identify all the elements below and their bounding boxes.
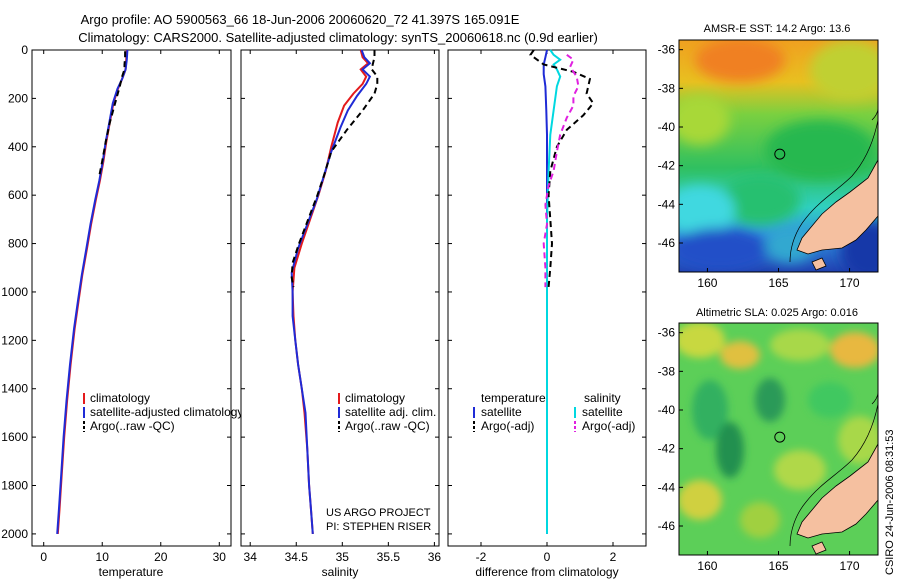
sst-map-panel: AMSR-E SST: 14.2 Argo: 13.6 160 165 170 -36…: [658, 23, 879, 290]
difference-legend-salinity-heading: salinity: [584, 391, 621, 405]
sst-land-south-island: [796, 159, 878, 255]
map-y-tick-label: -42: [658, 159, 676, 173]
map-x-tick-label: 160: [697, 559, 717, 573]
temperature-legend-satellite: satellite-adjusted climatology: [90, 405, 243, 419]
x-tick-label: 34.5: [285, 550, 309, 564]
map-x-tick-label: 165: [768, 276, 788, 290]
y-tick-label: 1800: [1, 479, 28, 493]
y-tick-label: 1400: [1, 382, 28, 396]
salinity-x-axis: 34 34.5 35 35.5 36: [241, 49, 442, 564]
map-y-tick-label: -40: [658, 403, 676, 417]
map-y-tick-label: -36: [658, 43, 676, 57]
map-y-tick-label: -38: [658, 364, 676, 378]
map-y-tick-label: -40: [658, 120, 676, 134]
temperature-x-axis: 0 10 20 30: [40, 50, 226, 564]
y-tick-label: 1000: [1, 285, 28, 299]
salinity-axes-frame: [240, 49, 440, 547]
x-tick-label: 20: [154, 550, 168, 564]
difference-legend-temp-satellite: satellite: [481, 405, 522, 419]
sla-land-south-island: [796, 443, 878, 539]
y-tick-label: 2000: [1, 527, 28, 541]
depth-y-axis: 0 200 400 600 800 1000 1200 1400 1600 1800 2000: [1, 43, 231, 541]
x-tick-label: 0: [40, 550, 47, 564]
temperature-series: [56, 49, 129, 534]
difference-legend-temperature-heading: temperature: [481, 391, 546, 405]
series-line-temperature-argo-adj-: [529, 49, 595, 288]
sla-field-texture: [679, 323, 878, 538]
sst-argo-location-marker: [774, 148, 786, 160]
temperature-profile-panel: 0 200 400 600 800 1000 1200 1400 1600 1800 2000 0 1…: [1, 43, 243, 579]
series-line-salinity-argo-adj-: [542, 53, 580, 288]
map-y-tick-label: -42: [658, 442, 676, 456]
sla-map-ticks: 160 165 170 -36 -38 -40 -42 -44 -46: [658, 326, 860, 573]
temperature-x-label: temperature: [99, 565, 164, 579]
x-tick-label: -2: [476, 550, 487, 564]
series-line-argo-raw-qc-: [290, 50, 379, 288]
difference-legend-sal-satellite: satellite: [582, 405, 623, 419]
map-x-tick-label: 160: [697, 276, 717, 290]
temperature-legend-climatology: climatology: [90, 391, 150, 405]
x-tick-label: 10: [96, 550, 110, 564]
sst-map-title: AMSR-E SST: 14.2 Argo: 13.6: [704, 23, 851, 35]
difference-legend: temperature salinity satellite Argo(-adj…: [473, 391, 635, 433]
figure-title-line1: Argo profile: AO 5900563_66 18-Jun-2006 …: [81, 12, 520, 27]
y-tick-label: 200: [8, 91, 28, 105]
salinity-legend-climatology: climatology: [345, 391, 405, 405]
salinity-legend: climatology satellite adj. clim. Argo(..…: [338, 391, 436, 433]
x-tick-label: 36: [428, 550, 442, 564]
salinity-series: [290, 49, 379, 534]
salinity-x-label: salinity: [322, 565, 359, 579]
sst-map-ticks: 160 165 170 -36 -38 -40 -42 -44 -46: [658, 43, 860, 290]
temperature-axes-frame: [31, 49, 232, 547]
series-line-argo-raw-qc-: [98, 51, 127, 176]
pi-label: PI: STEPHEN RISER: [326, 521, 431, 533]
figure-title-line2: Climatology: CARS2000. Satellite-adjuste…: [78, 30, 598, 45]
x-tick-label: 0: [544, 550, 551, 564]
x-tick-label: 34: [244, 550, 258, 564]
x-tick-label: 35.5: [377, 550, 401, 564]
map-y-tick-label: -46: [658, 236, 676, 250]
map-y-tick-label: -44: [658, 197, 676, 211]
y-tick-label: 800: [8, 237, 28, 251]
sla-map-panel: Altimetric SLA: 0.025 Argo: 0.016: [658, 307, 879, 573]
sla-map-title: Altimetric SLA: 0.025 Argo: 0.016: [696, 307, 858, 319]
map-y-tick-label: -36: [658, 326, 676, 340]
project-label: US ARGO PROJECT: [326, 507, 431, 519]
difference-panel: -2 0 2 difference from climatology tempera…: [447, 49, 647, 579]
temperature-legend: climatology satellite-adjusted climatolo…: [83, 391, 243, 433]
y-tick-label: 400: [8, 140, 28, 154]
sst-land-stewart-island: [811, 257, 827, 271]
y-tick-label: 0: [21, 43, 28, 57]
series-line-salinity-satellite: [546, 49, 562, 534]
difference-x-label: difference from climatology: [475, 565, 618, 579]
csiro-timestamp: CSIRO 24-Jun-2006 08:31:53: [884, 429, 896, 575]
map-x-tick-label: 170: [840, 276, 860, 290]
y-tick-label: 600: [8, 188, 28, 202]
temperature-legend-argo: Argo(..raw -QC): [90, 419, 175, 433]
difference-series: [529, 49, 595, 534]
difference-legend-temp-argo: Argo(-adj): [481, 419, 534, 433]
difference-legend-sal-argo: Argo(-adj): [582, 419, 635, 433]
x-tick-label: 30: [213, 550, 227, 564]
difference-x-axis: -2 0 2: [448, 49, 646, 564]
y-tick-label: 1600: [1, 430, 28, 444]
sst-field-texture: [679, 40, 878, 272]
map-x-tick-label: 165: [768, 559, 788, 573]
salinity-profile-panel: 34 34.5 35 35.5 36 salinity climatology sate…: [240, 49, 442, 579]
map-x-tick-label: 170: [840, 559, 860, 573]
map-y-tick-label: -46: [658, 519, 676, 533]
x-tick-label: 35: [336, 550, 350, 564]
salinity-legend-argo: Argo(..raw -QC): [345, 419, 430, 433]
map-y-tick-label: -44: [658, 480, 676, 494]
salinity-legend-satellite: satellite adj. clim.: [345, 405, 436, 419]
sla-land-stewart-island: [811, 541, 827, 555]
map-y-tick-label: -38: [658, 81, 676, 95]
sla-argo-location-marker: [774, 431, 786, 443]
y-tick-label: 1200: [1, 333, 28, 347]
x-tick-label: 2: [610, 550, 617, 564]
